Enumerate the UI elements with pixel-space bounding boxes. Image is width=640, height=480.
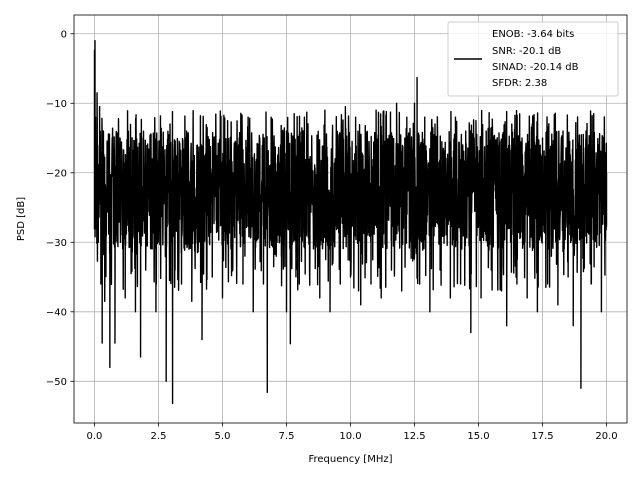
legend-box [447,21,619,97]
x-tick-label: 20.0 [595,431,617,442]
y-tick-label: −40 [46,307,67,318]
psd-trace [93,40,608,405]
x-tick-label: 15.0 [467,431,489,442]
y-tick-label: −20 [46,168,67,179]
psd-line [93,40,608,405]
legend-entry-sfdr: SFDR: 2.38 [492,78,547,89]
x-tick-label: 5.0 [215,431,231,442]
legend-entry-sinad: SINAD: -20.14 dB [492,62,579,73]
x-axis-label: Frequency [MHz] [308,454,392,465]
y-axis-label: PSD [dB] [16,197,27,241]
legend-entry-enob: ENOB: -3.64 bits [492,29,574,40]
x-tick-label: 17.5 [531,431,553,442]
x-tick-label: 7.5 [279,431,295,442]
y-tick-label: −30 [46,238,67,249]
y-tick-label: −50 [46,377,67,388]
x-tick-label: 2.5 [151,431,167,442]
y-tick-label: −10 [46,99,67,110]
x-tick-label: 12.5 [403,431,425,442]
legend-entry-snr: SNR: -20.1 dB [492,46,561,57]
x-tick-label: 0.0 [87,431,103,442]
x-axis-ticks: 0.0 2.5 5.0 7.5 10.0 12.5 15.0 17.5 20.0 [87,423,618,442]
legend: ENOB: -3.64 bits SNR: -20.1 dB SINAD: -2… [447,21,619,97]
y-axis-ticks: 0 −10 −20 −30 −40 −50 [46,29,74,388]
x-tick-label: 10.0 [339,431,361,442]
y-tick-label: 0 [61,29,67,40]
